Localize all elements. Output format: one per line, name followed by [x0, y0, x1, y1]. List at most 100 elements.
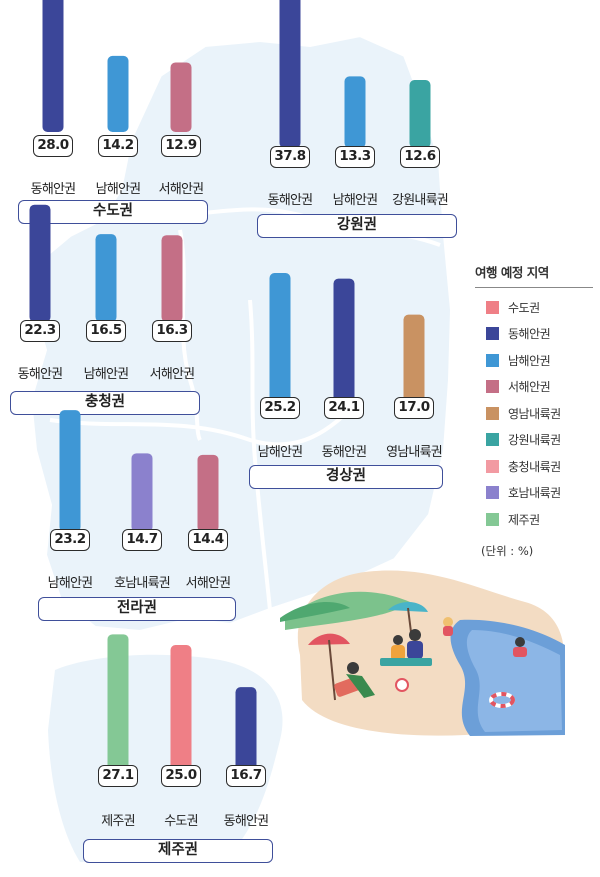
- region-label: 제주권: [83, 839, 273, 863]
- value-label: 16.7: [226, 765, 266, 787]
- bar: [170, 645, 192, 776]
- legend-label: 영남내륙권: [508, 406, 561, 421]
- value-label: 13.3: [335, 146, 375, 168]
- category-label: 남해안권: [257, 445, 303, 460]
- bar: [95, 234, 117, 322]
- category-label: 서해안권: [185, 576, 231, 591]
- legend-swatch: [486, 300, 499, 314]
- legend-label: 수도권: [508, 300, 540, 315]
- bar: [403, 314, 425, 405]
- legend-label: 충청내륙권: [508, 459, 561, 474]
- category-label: 동해안권: [17, 367, 63, 382]
- category-label: 남해안권: [332, 193, 378, 208]
- legend-swatch: [486, 406, 499, 420]
- value-label: 16.3: [152, 320, 192, 342]
- legend-item: 서해안권: [475, 374, 593, 401]
- bar: [235, 687, 257, 776]
- legend-label: 동해안권: [508, 327, 551, 342]
- value-label: 22.3: [20, 320, 60, 342]
- category-label: 동해안권: [267, 193, 313, 208]
- legend-swatch: [486, 486, 499, 500]
- legend-item: 제주권: [475, 506, 593, 533]
- bar: [344, 76, 366, 148]
- bars-svg: [29, 204, 183, 322]
- legend-swatch: [486, 512, 499, 526]
- bars-svg: [107, 634, 257, 776]
- category-label: 강원내륙권: [392, 193, 449, 208]
- bar: [279, 0, 301, 148]
- bar: [29, 204, 51, 322]
- legend-swatch: [486, 380, 499, 394]
- category-label: 수도권: [164, 814, 198, 829]
- value-label: 23.2: [50, 529, 90, 551]
- legend-item: 호남내륙권: [475, 480, 593, 507]
- legend-item: 동해안권: [475, 321, 593, 348]
- value-label: 14.7: [122, 529, 162, 551]
- legend-title: 여행 예정 지역: [475, 262, 593, 288]
- region-label: 전라권: [38, 597, 236, 621]
- legend-label: 서해안권: [508, 380, 551, 395]
- value-label: 27.1: [98, 765, 138, 787]
- legend-item: 수도권: [475, 294, 593, 321]
- region-label: 강원권: [257, 214, 457, 238]
- value-label: 12.6: [400, 146, 440, 168]
- bar: [170, 62, 192, 132]
- unit-label: (단위 : %): [481, 543, 534, 558]
- category-label: 동해안권: [30, 182, 76, 197]
- legend-label: 제주권: [508, 512, 540, 527]
- legend-item: 충청내륙권: [475, 453, 593, 480]
- category-label: 제주권: [101, 814, 135, 829]
- value-label: 25.2: [260, 397, 300, 419]
- category-label: 영남내륙권: [386, 445, 443, 460]
- value-label: 28.0: [33, 135, 73, 157]
- bars-svg: [59, 410, 219, 532]
- legend-swatch: [486, 327, 499, 341]
- bar: [409, 79, 431, 148]
- value-label: 25.0: [161, 765, 201, 787]
- legend-swatch: [486, 433, 499, 447]
- category-label: 호남내륙권: [114, 576, 171, 591]
- region-label: 충청권: [10, 391, 200, 415]
- category-label: 남해안권: [83, 367, 129, 382]
- value-label: 14.2: [98, 135, 138, 157]
- beach-illustration: [280, 570, 565, 736]
- category-label: 남해안권: [47, 576, 93, 591]
- value-label: 16.5: [86, 320, 126, 342]
- value-label: 17.0: [394, 397, 434, 419]
- category-label: 남해안권: [95, 182, 141, 197]
- bars-svg: [279, 0, 431, 148]
- legend-swatch: [486, 459, 499, 473]
- value-label: 14.4: [188, 529, 228, 551]
- legend-item: 남해안권: [475, 347, 593, 374]
- bars-svg: [269, 272, 425, 405]
- bars-svg: [42, 0, 192, 132]
- value-label: 24.1: [324, 397, 364, 419]
- legend-label: 호남내륙권: [508, 486, 561, 501]
- bar: [131, 453, 153, 532]
- value-label: 12.9: [161, 135, 201, 157]
- bar: [42, 0, 64, 132]
- category-label: 서해안권: [149, 367, 195, 382]
- region-label: 경상권: [249, 465, 443, 489]
- bar: [333, 278, 355, 405]
- bar: [197, 454, 219, 532]
- value-label: 37.8: [270, 146, 310, 168]
- bar: [269, 272, 291, 405]
- bar: [107, 634, 129, 776]
- bar: [107, 55, 129, 132]
- category-label: 서해안권: [158, 182, 204, 197]
- category-label: 동해안권: [321, 445, 367, 460]
- bar: [59, 410, 81, 532]
- legend-item: 강원내륙권: [475, 427, 593, 454]
- legend-swatch: [486, 353, 499, 367]
- legend-label: 강원내륙권: [508, 433, 561, 448]
- legend-item: 영남내륙권: [475, 400, 593, 427]
- chart-sudo: 28.0 동해안권 14.2 남해안권 12.9 서해안권 수도권: [0, 0, 230, 240]
